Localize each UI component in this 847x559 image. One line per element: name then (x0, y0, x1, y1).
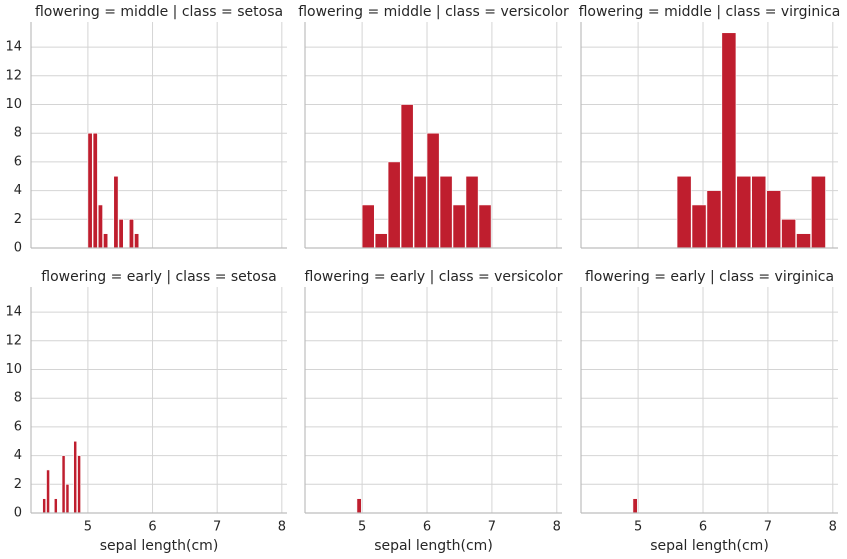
x-tick-label: 7 (213, 520, 221, 535)
bar (706, 190, 722, 249)
x-tick-label: 8 (829, 520, 837, 535)
y-tick-label: 8 (14, 126, 22, 141)
bar (452, 204, 466, 249)
bar (426, 132, 440, 249)
y-tick-label: 12 (5, 68, 22, 83)
bar (811, 175, 826, 249)
y-tick-label: 10 (5, 97, 22, 112)
bar (374, 233, 388, 249)
bar (73, 440, 78, 514)
bar (118, 219, 124, 249)
x-tick-label: 8 (553, 520, 561, 535)
x-tick-label: 7 (764, 520, 772, 535)
panel-title: flowering = early | class = virginica (585, 269, 834, 285)
x-tick-label: 6 (699, 520, 707, 535)
y-tick-label: 0 (14, 506, 22, 521)
bar (103, 233, 109, 249)
bar (465, 175, 479, 249)
bar (53, 498, 58, 514)
bar (781, 219, 796, 249)
bar (65, 484, 70, 514)
x-tick-label: 5 (84, 520, 92, 535)
x-axis-label: sepal length(cm) (100, 538, 219, 554)
y-tick-label: 4 (14, 448, 22, 463)
bar (356, 498, 362, 514)
bar (61, 455, 66, 514)
panel-title: flowering = early | class = versicolor (305, 269, 563, 285)
y-tick-label: 2 (14, 477, 22, 492)
x-tick-label: 5 (358, 520, 366, 535)
y-tick-label: 12 (5, 333, 22, 348)
y-tick-label: 14 (5, 40, 22, 55)
bar (413, 175, 427, 249)
bar (439, 175, 453, 249)
y-tick-label: 8 (14, 391, 22, 406)
panel-title: flowering = middle | class = versicolor (298, 4, 569, 20)
bar (134, 233, 140, 249)
x-tick-label: 8 (278, 520, 286, 535)
y-tick-label: 4 (14, 183, 22, 198)
bar (361, 204, 375, 249)
panel-title: flowering = middle | class = virginica (579, 4, 841, 20)
bar (87, 132, 93, 249)
x-tick-label: 7 (488, 520, 496, 535)
bar (766, 190, 782, 249)
y-tick-label: 2 (14, 212, 22, 227)
bar (796, 233, 811, 249)
bar (751, 175, 767, 249)
bar (97, 204, 103, 249)
bar (736, 175, 752, 249)
bar (92, 132, 98, 249)
x-tick-label: 6 (148, 520, 156, 535)
bar (387, 161, 401, 249)
bar (128, 219, 134, 249)
bar (721, 32, 737, 249)
y-tick-label: 10 (5, 362, 22, 377)
bar (676, 175, 692, 249)
panel-title: flowering = early | class = setosa (41, 269, 276, 285)
bar (691, 204, 707, 249)
bar (46, 469, 50, 514)
y-tick-label: 14 (5, 305, 22, 320)
bar (113, 175, 119, 249)
y-tick-label: 0 (14, 241, 22, 256)
y-tick-label: 6 (14, 419, 22, 434)
panel-title: flowering = middle | class = setosa (35, 4, 283, 20)
x-axis-label: sepal length(cm) (650, 538, 769, 554)
y-tick-label: 6 (14, 154, 22, 169)
bar (42, 498, 47, 514)
x-tick-label: 6 (423, 520, 431, 535)
bar (400, 104, 414, 249)
bar (77, 455, 81, 514)
x-tick-label: 5 (634, 520, 642, 535)
bar (632, 498, 638, 514)
bar (478, 204, 492, 249)
x-axis-label: sepal length(cm) (374, 538, 493, 554)
